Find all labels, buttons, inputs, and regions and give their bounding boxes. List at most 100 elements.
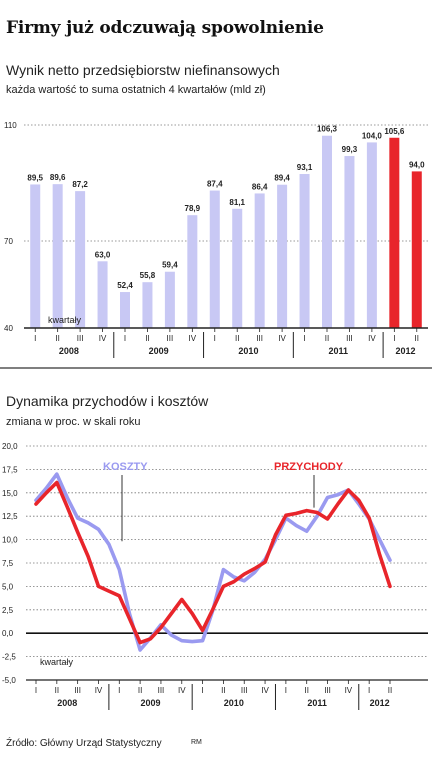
line-year-label: 2008 (57, 698, 77, 708)
bar (30, 184, 41, 328)
bar-x-tick-label: I (124, 334, 126, 343)
line-chart-title: Dynamika przychodów i kosztów (6, 393, 209, 409)
bar-y-tick-label: 70 (4, 237, 13, 246)
bar-x-tick-label: IV (368, 334, 376, 343)
bar (411, 171, 422, 328)
bar (120, 292, 130, 328)
line-chart: 20,0 17,5 15,0 12,5 10,0 7,5 5,0 2,5 0,0 -2,5 -5,0… (2, 442, 428, 710)
line-x-tick-label: IV (178, 686, 186, 695)
bar-x-tick-label: II (235, 334, 239, 343)
line-x-tick-label: II (221, 686, 225, 695)
bar-x-tick-label: II (415, 334, 419, 343)
bar-x-tick-label: I (303, 334, 305, 343)
line-x-tick-label: I (118, 686, 120, 695)
bar (142, 282, 153, 328)
bar-value-label: 99,3 (342, 145, 358, 154)
bar-year-label: 2009 (149, 346, 169, 356)
bar-value-label: 87,4 (207, 180, 223, 189)
bar-x-tick-label: III (167, 334, 174, 343)
bar-x-tick-label: I (214, 334, 216, 343)
line-y-tick-label: 17,5 (2, 465, 18, 474)
bar-value-label: 86,4 (252, 182, 268, 191)
line-x-tick-label: I (285, 686, 287, 695)
bar (299, 174, 310, 328)
bar-x-tick-label: III (77, 334, 84, 343)
bar-x-tick-label: IV (99, 334, 107, 343)
line-y-tick-label: 0,0 (2, 629, 14, 638)
line-x-tick-label: IV (261, 686, 269, 695)
bar-value-label: 59,4 (162, 261, 178, 270)
bar (75, 191, 86, 328)
bar-x-tick-label: II (55, 334, 59, 343)
bar-axis-note: kwartały (48, 315, 82, 325)
bar-x-tick-label: I (34, 334, 36, 343)
bar-x-tick-label: II (325, 334, 329, 343)
bar-x-tick-label: II (145, 334, 149, 343)
author-initials: RM (191, 739, 202, 746)
bar (97, 261, 108, 328)
line-year-label: 2011 (307, 698, 327, 708)
bar-value-label: 93,1 (297, 163, 313, 172)
bar (52, 184, 63, 328)
line-x-tick-label: I (35, 686, 37, 695)
costs-series-label: KOSZTY (103, 461, 148, 473)
bar-x-tick-label: I (393, 334, 395, 343)
bar-value-label: 55,8 (140, 271, 156, 280)
bar (366, 142, 377, 328)
line-x-tick-label: II (388, 686, 392, 695)
revenue-series-label: PRZYCHODY (274, 461, 344, 473)
line-y-tick-label: 10,0 (2, 536, 18, 545)
headline: Firmy już odczuwają spowolnienie (6, 18, 324, 38)
line-chart-subtitle: zmiana w proc. w skali roku (6, 416, 141, 428)
bar (322, 135, 332, 328)
bar (389, 137, 400, 328)
bar-value-label: 106,3 (317, 125, 338, 134)
bar (187, 215, 198, 328)
line-x-tick-label: IV (95, 686, 103, 695)
bar-value-label: 63,0 (95, 250, 111, 259)
bar-year-label: 2011 (328, 346, 348, 356)
bar-value-label: 105,6 (384, 127, 405, 136)
bar-year-label: 2010 (238, 346, 258, 356)
line-y-tick-label: -5,0 (2, 676, 16, 685)
line-x-tick-label: II (138, 686, 142, 695)
bar-x-tick-label: III (256, 334, 263, 343)
bar-chart: 110 70 40 89,5 89,6 87,2 63,0 52,4 55,8 59,4 78,9 8… (0, 121, 432, 369)
bar-y-tick-label: 40 (4, 324, 13, 333)
line-x-tick-label: I (201, 686, 203, 695)
line-y-tick-label: 12,5 (2, 512, 18, 521)
bar-year-label: 2008 (59, 346, 79, 356)
line-x-tick-label: III (324, 686, 331, 695)
line-x-tick-label: I (368, 686, 370, 695)
source-note: Źródło: Główny Urząd Statystyczny (6, 738, 162, 749)
bar-chart-subtitle: każda wartość to suma ostatnich 4 kwarta… (6, 84, 266, 96)
line-x-tick-label: III (74, 686, 81, 695)
bar (344, 156, 355, 328)
bar (254, 193, 265, 328)
revenue-line (34, 480, 392, 645)
bar (164, 271, 175, 328)
bar (232, 208, 243, 328)
bar (277, 184, 288, 328)
bar-year-label: 2012 (396, 346, 416, 356)
bar-value-label: 89,5 (27, 173, 43, 182)
bar-value-label: 104,0 (362, 131, 383, 140)
line-y-tick-label: 20,0 (2, 442, 18, 451)
line-axis-note: kwartały (40, 657, 74, 667)
bar-value-label: 78,9 (185, 204, 201, 213)
line-year-label: 2012 (370, 698, 390, 708)
line-y-tick-label: 7,5 (2, 559, 14, 568)
line-y-tick-label: 5,0 (2, 582, 14, 591)
line-y-tick-label: -2,5 (2, 653, 16, 662)
bar-chart-title: Wynik netto przedsiębiorstw niefinansowy… (6, 62, 280, 78)
bar-value-label: 89,4 (274, 174, 290, 183)
bar-value-label: 52,4 (117, 281, 133, 290)
bar-value-label: 89,6 (50, 173, 66, 182)
line-y-tick-label: 2,5 (2, 606, 14, 615)
bar-value-label: 94,0 (409, 160, 425, 169)
line-x-tick-label: IV (345, 686, 353, 695)
bar-x-tick-label: IV (278, 334, 286, 343)
bar-y-tick-label: 110 (4, 121, 17, 130)
line-x-tick-label: III (241, 686, 248, 695)
bar-x-tick-label: III (346, 334, 353, 343)
